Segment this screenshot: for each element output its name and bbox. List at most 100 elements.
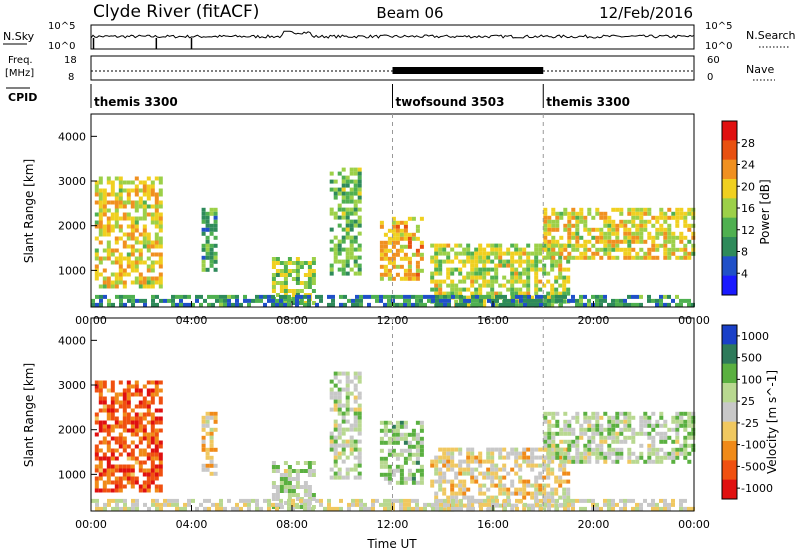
echo-cell (337, 427, 342, 432)
echo-cell (154, 244, 159, 249)
echo-cell (195, 506, 199, 511)
echo-cell (643, 219, 648, 224)
echo-cell (329, 467, 334, 472)
colorbar-tick-label: 28 (741, 137, 755, 150)
echo-cell (534, 287, 539, 292)
echo-cell (167, 298, 171, 303)
echo-cell (486, 243, 491, 248)
echo-cell (349, 211, 354, 216)
echo-cell (150, 480, 155, 485)
echo-cell (434, 259, 439, 264)
echo-cell (142, 192, 147, 197)
echo-cell (118, 228, 123, 233)
echo-cell (627, 302, 631, 307)
echo-cell (530, 251, 535, 256)
echo-cell (295, 481, 300, 485)
echo-cell (687, 298, 691, 303)
echo-cell (675, 294, 679, 299)
echo-cell (683, 255, 688, 260)
echo-cell (407, 276, 412, 281)
echo-cell (486, 255, 491, 260)
echo-cell (446, 463, 451, 468)
echo-cell (345, 231, 350, 236)
echo-cell (391, 256, 396, 261)
echo-cell (474, 251, 479, 256)
echo-cell (490, 463, 495, 468)
echo-cell (534, 455, 539, 460)
echo-cell (211, 502, 215, 507)
echo-cell (555, 419, 560, 424)
echo-cell (407, 444, 412, 449)
echo-cell (663, 243, 668, 248)
echo-cell (106, 488, 111, 493)
echo-cell (559, 294, 563, 299)
echo-cell (551, 411, 556, 416)
echo-cell (478, 451, 483, 456)
echo-cell (470, 267, 475, 272)
colorbar-tick-label: 4 (741, 267, 748, 280)
echo-cell (130, 384, 135, 389)
echo-cell (143, 502, 147, 507)
echo-cell (599, 415, 604, 420)
echo-cell (387, 236, 392, 241)
echo-cell (615, 231, 620, 236)
echo-cell (379, 440, 384, 445)
echo-cell (502, 251, 507, 256)
echo-cell (215, 502, 219, 507)
echo-cell (639, 239, 644, 244)
echo-cell (663, 455, 668, 460)
echo-cell (595, 251, 600, 256)
echo-cell (566, 259, 571, 264)
echo-cell (106, 240, 111, 245)
echo-cell (615, 431, 620, 436)
echo-cell (643, 411, 648, 416)
echo-cell (159, 502, 163, 507)
echo-cell (667, 239, 672, 244)
echo-cell (555, 251, 560, 256)
echo-cell (118, 256, 123, 261)
echo-region (201, 411, 218, 476)
echo-cell (655, 419, 660, 424)
echo-cell (126, 428, 131, 433)
echo-cell (201, 215, 206, 220)
echo-cell (591, 215, 596, 220)
echo-cell (526, 455, 531, 460)
echo-cell (623, 502, 627, 507)
echo-cell (518, 491, 523, 496)
echo-cell (134, 264, 139, 269)
echo-cell (363, 294, 367, 299)
echo-cell (98, 396, 103, 401)
echo-cell (659, 498, 663, 503)
echo-cell (542, 491, 547, 496)
echo-cell (307, 485, 312, 489)
echo-cell (486, 455, 491, 460)
echo-cell (205, 267, 210, 272)
echo-cell (106, 432, 111, 437)
echo-cell (435, 502, 439, 507)
echo-cell (114, 396, 119, 401)
echo-cell (353, 259, 358, 264)
echo-cell (571, 294, 575, 299)
echo-cell (359, 302, 363, 307)
echo-cell (357, 371, 362, 376)
echo-cell (450, 291, 455, 296)
echo-cell (595, 459, 600, 464)
echo-cell (543, 239, 548, 244)
echo-cell (122, 180, 127, 185)
echo-cell (502, 487, 507, 492)
echo-cell (434, 271, 439, 276)
echo-cell (430, 483, 435, 488)
echo-cell (387, 248, 392, 253)
echo-cell (507, 502, 511, 507)
echo-cell (154, 456, 159, 461)
echo-cell (415, 276, 420, 281)
echo-cell (526, 483, 531, 488)
echo-cell (146, 280, 151, 285)
echo-cell (667, 227, 672, 232)
echo-cell (315, 302, 319, 307)
echo-cell (595, 411, 600, 416)
echo-cell (126, 464, 131, 469)
echo-cell (138, 280, 143, 285)
cpid-segment-label: themis 3300 (546, 95, 630, 109)
